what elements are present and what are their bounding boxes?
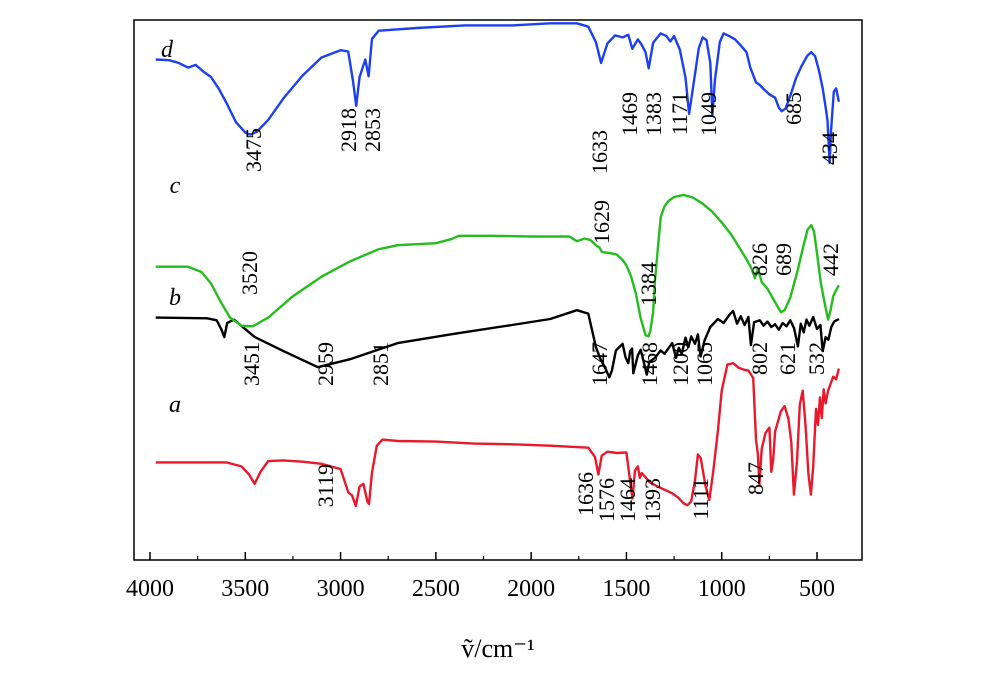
series-line-d [155,22,841,164]
peak-label-a: 1576 [594,478,619,522]
peak-label-c: 1384 [636,262,661,306]
peak-label-b: 1065 [692,342,717,386]
peak-label-d: 1171 [667,92,692,135]
peak-label-b: 3451 [239,342,264,386]
peak-label-d: 2918 [336,108,361,152]
series-lines [155,22,841,508]
series-line-b [155,362,841,508]
series-label-a: a [169,392,181,418]
x-tick-label: 4000 [126,576,174,602]
peak-label-b: 1647 [587,342,612,386]
peak-label-b: 1468 [637,342,662,386]
peak-label-b: 2851 [368,342,393,386]
series-line-a [155,309,840,379]
peak-label-d: 1049 [696,92,721,136]
peak-label-c: 1629 [589,200,614,244]
x-tick-label: 3000 [317,576,365,602]
series-label-b: b [169,285,181,311]
peak-label-c: 3520 [237,251,262,295]
peak-label-a: 1111 [688,478,713,520]
peak-label-d: 685 [781,92,806,125]
x-tick-label: 1000 [698,576,746,602]
x-tick-label: 2500 [412,576,460,602]
peak-label-d: 3475 [241,128,266,172]
series-label-c: c [170,173,181,199]
peak-label-b: 802 [747,342,772,375]
peak-label-d: 1633 [587,130,612,174]
series-line-c [155,193,840,338]
peak-label-d: 1383 [641,92,666,136]
peak-label-d: 434 [817,132,842,165]
series-label-d: d [161,37,174,63]
peak-label-b: 2959 [313,342,338,386]
peak-label-b: 621 [775,342,800,375]
peak-label-a: 3119 [313,464,338,507]
peak-label-a: 847 [743,462,768,495]
x-tick-label: 1500 [602,576,650,602]
peak-label-c: 442 [818,243,843,276]
peak-label-a: 1636 [573,472,598,516]
x-tick-label: 500 [799,576,835,602]
x-axis-ticks: 4000 3500 3000 2500 2000 1500 1000 500 [126,552,835,602]
x-tick-label: 2000 [507,576,555,602]
series-labels: a b c d [161,37,181,418]
peak-label-d: 2853 [360,108,385,152]
plot-frame [133,19,863,561]
peak-label-c: 826 [747,243,772,276]
peak-label-c: 689 [771,243,796,276]
peak-label-b: 1200 [668,342,693,386]
x-axis-title: ṽ/cm⁻¹ [461,634,535,663]
peak-label-a: 1393 [640,478,665,522]
peak-label-a: 1464 [615,478,640,522]
peak-label-d: 1469 [617,92,642,136]
x-tick-label: 3500 [221,576,269,602]
peak-label-b: 532 [804,342,829,375]
